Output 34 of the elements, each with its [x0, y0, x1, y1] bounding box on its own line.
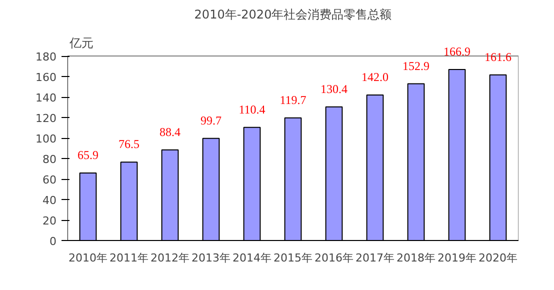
data-label: 152.9: [402, 58, 430, 73]
y-tick-label: 100: [36, 132, 57, 146]
data-label: 99.7: [200, 113, 222, 128]
y-tick-label: 140: [36, 92, 57, 105]
y-tick-label: 160: [36, 71, 57, 84]
data-label: 119.7: [280, 92, 306, 107]
data-label: 130.4: [320, 82, 348, 96]
x-tick-label: 2010年: [68, 252, 108, 264]
x-tick-label: 2019年: [438, 252, 477, 264]
x-tick-label: 2018年: [396, 252, 436, 264]
x-tick-label: 2015年: [274, 252, 313, 264]
y-tick-label: 80: [42, 153, 57, 166]
x-tick-label: 2020年: [478, 252, 518, 264]
x-tick-label: 2013年: [192, 252, 231, 264]
x-tick-label: 2017年: [356, 252, 395, 264]
data-label: 76.5: [118, 137, 140, 152]
y-tick-label: 180: [36, 50, 57, 64]
data-label: 166.9: [444, 44, 470, 58]
x-tick-label: 2011年: [110, 252, 149, 264]
x-tick-label: 2014年: [232, 252, 272, 264]
data-label: 161.6: [484, 50, 512, 64]
y-tick-label: 40: [42, 194, 57, 208]
y-tick-label: 120: [36, 112, 57, 126]
data-label: 110.4: [238, 102, 266, 116]
y-axis-title: 亿元: [68, 36, 94, 50]
y-tick-label: 60: [42, 174, 57, 187]
y-tick-label: 0: [50, 235, 56, 248]
x-tick-label: 2016年: [314, 252, 354, 264]
data-label: 88.4: [160, 124, 180, 139]
data-label: 65.9: [78, 148, 98, 162]
data-label: 142.0: [362, 70, 388, 84]
chart-title: 2010年-2020年社会消费品零售总额: [194, 8, 392, 22]
x-tick-label: 2012年: [150, 252, 190, 264]
y-tick-label: 20: [42, 214, 57, 228]
